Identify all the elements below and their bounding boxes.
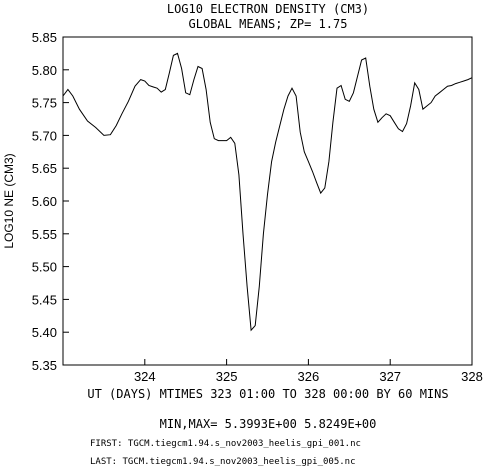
y-tick-label: 5.85	[32, 30, 57, 45]
first-file-text: FIRST: TGCM.tiegcm1.94.s_nov2003_heelis_…	[90, 439, 361, 449]
x-axis-label: UT (DAYS) MTIMES 323 01:00 TO 328 00:00 …	[87, 387, 448, 401]
min-max-text: MIN,MAX= 5.3993E+00 5.8249E+00	[160, 417, 377, 431]
x-tick-label: 324	[134, 369, 156, 384]
y-axis-label: LOG10 NE (CM3)	[2, 153, 16, 248]
y-tick-label: 5.50	[32, 260, 57, 275]
y-tick-label: 5.40	[32, 325, 57, 340]
last-file-text: LAST: TGCM.tiegcm1.94.s_nov2003_heelis_g…	[90, 457, 356, 467]
x-tick-label: 326	[298, 369, 320, 384]
series-line	[62, 52, 473, 332]
y-tick-label: 5.55	[32, 227, 57, 242]
x-axis: 324 325 326 327 328	[134, 359, 483, 384]
chart-title: LOG10 ELECTRON DENSITY (CM3)	[167, 2, 369, 16]
plot-frame	[62, 36, 473, 366]
chart-subtitle: GLOBAL MEANS; ZP= 1.75	[189, 17, 348, 31]
y-tick-label: 5.60	[32, 194, 57, 209]
y-tick-label: 5.35	[32, 358, 57, 373]
x-tick-label: 328	[461, 369, 483, 384]
y-tick-label: 5.80	[32, 63, 57, 78]
y-tick-label: 5.75	[32, 96, 57, 111]
x-tick-label: 327	[379, 369, 401, 384]
y-tick-label: 5.70	[32, 128, 57, 143]
x-tick-label: 325	[216, 369, 238, 384]
y-axis: 5.35 5.40 5.45 5.50 5.55 5.60 5.65 5.70 5.75 5.80…	[32, 30, 69, 373]
y-tick-label: 5.45	[32, 292, 57, 307]
y-tick-label: 5.65	[32, 161, 57, 176]
